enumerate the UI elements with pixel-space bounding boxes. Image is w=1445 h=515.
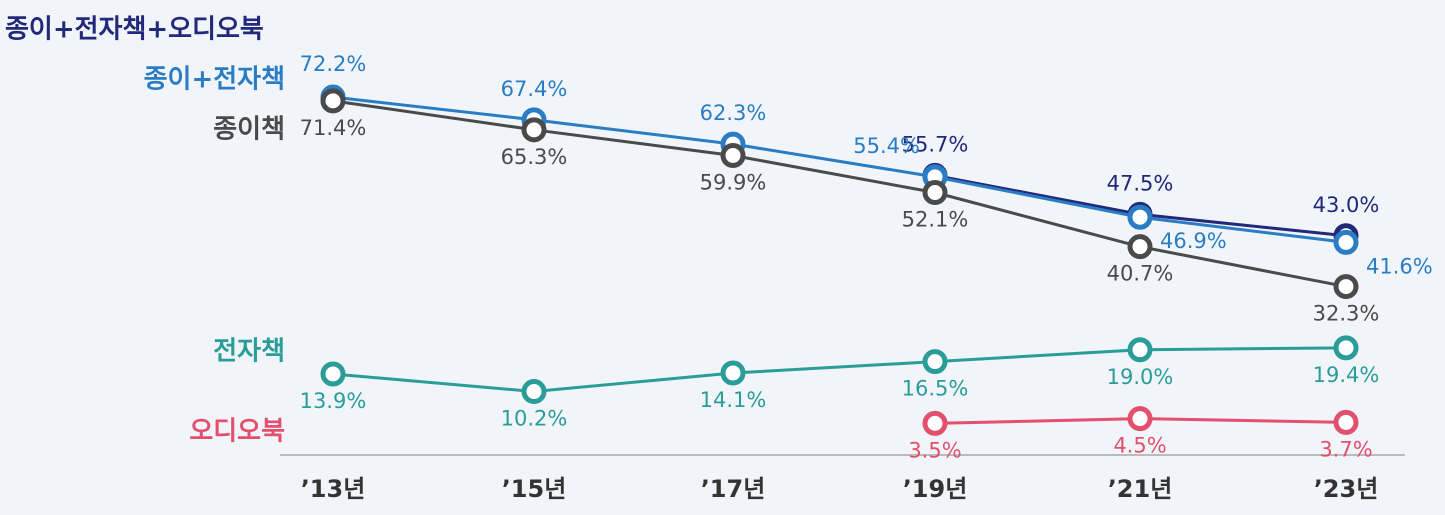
point-marker bbox=[922, 349, 948, 375]
point-marker bbox=[521, 117, 547, 143]
value-label: 4.5% bbox=[1113, 434, 1166, 458]
value-label: 62.3% bbox=[700, 101, 767, 125]
series-line bbox=[332, 346, 1347, 394]
legend-label: 종이+전자책+오디오북 bbox=[5, 15, 264, 45]
point-marker bbox=[922, 410, 948, 436]
value-label: 19.0% bbox=[1107, 365, 1174, 389]
value-label: 3.7% bbox=[1319, 437, 1372, 461]
value-label: 32.3% bbox=[1313, 302, 1380, 326]
point-marker bbox=[320, 361, 346, 387]
value-label: 13.9% bbox=[300, 389, 367, 413]
x-tick-label: ’15년 bbox=[502, 475, 567, 503]
legend-label: 종이+전자책 bbox=[144, 65, 285, 95]
point-marker bbox=[1127, 406, 1153, 432]
value-label: 65.3% bbox=[501, 145, 568, 169]
point-marker bbox=[720, 360, 746, 386]
value-label: 47.5% bbox=[1107, 171, 1174, 195]
legend-label: 종이책 bbox=[213, 115, 285, 145]
legend-label: 오디오북 bbox=[189, 417, 285, 447]
value-label: 55.4% bbox=[853, 134, 920, 158]
point-marker bbox=[1333, 274, 1359, 300]
value-label: 16.5% bbox=[902, 377, 969, 401]
value-label: 46.9% bbox=[1160, 229, 1227, 253]
series-line bbox=[332, 99, 1347, 289]
point-marker bbox=[1127, 204, 1153, 230]
legend-label: 전자책 bbox=[213, 337, 285, 367]
point-marker bbox=[720, 142, 746, 168]
value-label: 52.1% bbox=[902, 208, 969, 232]
value-label: 71.4% bbox=[300, 116, 367, 140]
value-label: 72.2% bbox=[300, 52, 367, 76]
value-label: 19.4% bbox=[1313, 363, 1380, 387]
value-label: 3.5% bbox=[908, 438, 961, 462]
x-tick-label: ’19년 bbox=[903, 475, 968, 503]
series-line bbox=[332, 95, 1347, 244]
point-marker bbox=[1127, 234, 1153, 260]
x-tick-label: ’23년 bbox=[1314, 475, 1379, 503]
point-marker bbox=[922, 180, 948, 206]
x-tick-label: ’13년 bbox=[301, 475, 366, 503]
value-label: 10.2% bbox=[501, 407, 568, 431]
value-label: 14.1% bbox=[700, 388, 767, 412]
point-marker bbox=[1333, 409, 1359, 435]
value-label: 43.0% bbox=[1313, 193, 1380, 217]
x-tick-label: ’21년 bbox=[1108, 475, 1173, 503]
value-label: 59.9% bbox=[700, 170, 767, 194]
value-label: 55.7% bbox=[902, 132, 969, 156]
x-tick-label: ’17년 bbox=[701, 475, 766, 503]
value-label: 41.6% bbox=[1366, 254, 1433, 278]
point-marker bbox=[1127, 337, 1153, 363]
point-marker bbox=[320, 88, 346, 114]
point-marker bbox=[521, 379, 547, 405]
point-marker bbox=[1333, 229, 1359, 255]
point-marker bbox=[1333, 335, 1359, 361]
value-label: 67.4% bbox=[501, 77, 568, 101]
value-label: 40.7% bbox=[1107, 262, 1174, 286]
